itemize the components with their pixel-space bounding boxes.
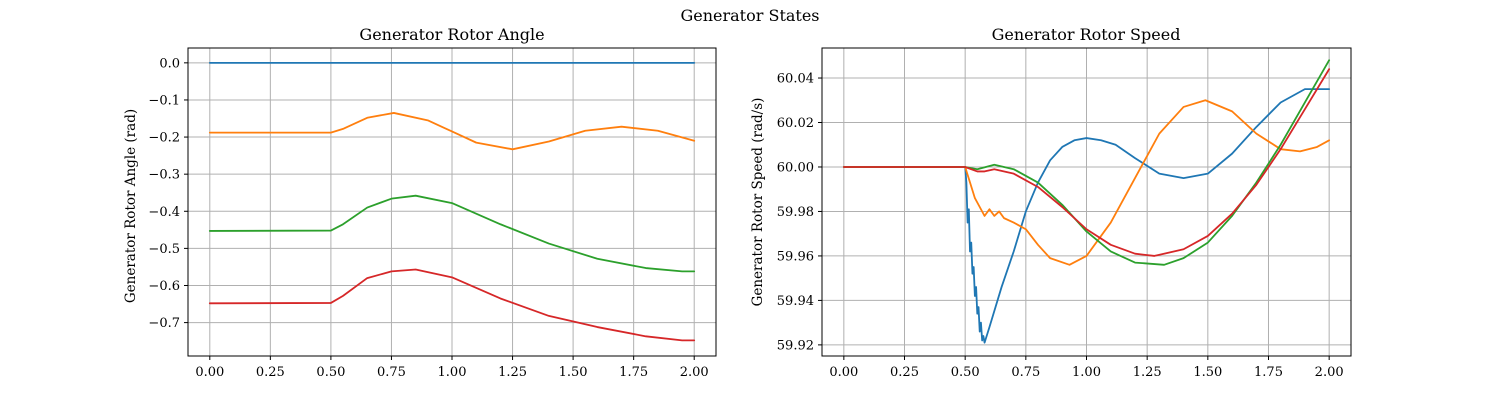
rotor-speed-xtick-label: 0.75 <box>1011 365 1040 380</box>
rotor-speed-ytick-label: 59.98 <box>777 205 814 220</box>
rotor-speed-xtick-label: 0.25 <box>890 365 919 380</box>
rotor-speed-ytick-label: 60.00 <box>777 160 814 175</box>
rotor-angle-xtick-label: 2.00 <box>680 365 709 380</box>
rotor-angle-xtick-label: 1.50 <box>559 365 588 380</box>
rotor-angle-series-line-2 <box>208 112 696 151</box>
rotor-speed-ytick-label: 60.04 <box>777 72 814 87</box>
rotor-speed-xtick-label: 0.50 <box>951 365 980 380</box>
rotor-angle-plot-area: 0.00 0.25 0.50 0.75 1.00 1.25 1.50 1.75 2.00 0.0 −… <box>148 47 717 380</box>
rotor-angle-series-line-4 <box>208 268 696 342</box>
rotor-speed-series-line-2 <box>842 99 1331 266</box>
rotor-speed-series-line-4 <box>842 68 1331 257</box>
rotor-speed-xtick-label: 1.25 <box>1133 365 1162 380</box>
rotor-angle-xtick-label: 1.25 <box>498 365 527 380</box>
rotor-speed-plot-area: 0.00 0.25 0.50 0.75 1.00 1.25 1.50 1.75 2.00 59.9… <box>777 47 1352 380</box>
rotor-angle-chart: Generator Rotor Angle Generator Rotor An… <box>123 25 717 380</box>
rotor-speed-ytick-label: 59.92 <box>777 338 814 353</box>
rotor-speed-chart: Generator Rotor Speed Generator Rotor Sp… <box>750 25 1352 380</box>
rotor-angle-ytick-label: −0.6 <box>148 279 180 294</box>
rotor-angle-xtick-label: 0.00 <box>195 365 224 380</box>
rotor-speed-ytick-label: 60.02 <box>777 116 814 131</box>
rotor-speed-ytick-label: 59.94 <box>777 294 814 309</box>
rotor-angle-ylabel: Generator Rotor Angle (rad) <box>123 109 139 303</box>
rotor-angle-title: Generator Rotor Angle <box>359 25 544 44</box>
rotor-speed-series-line-1 <box>842 88 1331 344</box>
rotor-angle-xtick-label: 1.75 <box>619 365 648 380</box>
rotor-speed-xtick-label: 1.75 <box>1254 365 1283 380</box>
rotor-angle-xtick-label: 0.25 <box>256 365 285 380</box>
rotor-angle-ytick-label: −0.5 <box>148 242 180 257</box>
rotor-speed-xtick-label: 1.50 <box>1193 365 1222 380</box>
rotor-speed-xtick-label: 1.00 <box>1072 365 1101 380</box>
rotor-speed-xtick-label: 0.00 <box>829 365 858 380</box>
rotor-angle-ytick-label: −0.1 <box>148 93 180 108</box>
rotor-angle-series-line-3 <box>208 194 696 273</box>
rotor-speed-title: Generator Rotor Speed <box>992 25 1181 44</box>
rotor-speed-xtick-label: 2.00 <box>1315 365 1344 380</box>
rotor-angle-ytick-label: −0.7 <box>148 316 180 331</box>
rotor-angle-ytick-label: −0.3 <box>148 168 180 183</box>
rotor-angle-xtick-label: 0.50 <box>316 365 345 380</box>
figure-title: Generator States <box>680 6 819 25</box>
rotor-speed-axes-frame <box>821 47 1352 357</box>
rotor-speed-series-line-3 <box>842 59 1331 266</box>
rotor-angle-xtick-label: 0.75 <box>377 365 406 380</box>
rotor-angle-ytick-label: 0.0 <box>159 56 180 71</box>
rotor-speed-ytick-label: 59.96 <box>777 249 814 264</box>
rotor-angle-axes-frame <box>187 47 717 357</box>
rotor-speed-ylabel: Generator Rotor Speed (rad/s) <box>750 98 766 307</box>
rotor-angle-ytick-label: −0.2 <box>148 131 180 146</box>
rotor-angle-ytick-label: −0.4 <box>148 205 180 220</box>
rotor-angle-xtick-label: 1.00 <box>438 365 467 380</box>
